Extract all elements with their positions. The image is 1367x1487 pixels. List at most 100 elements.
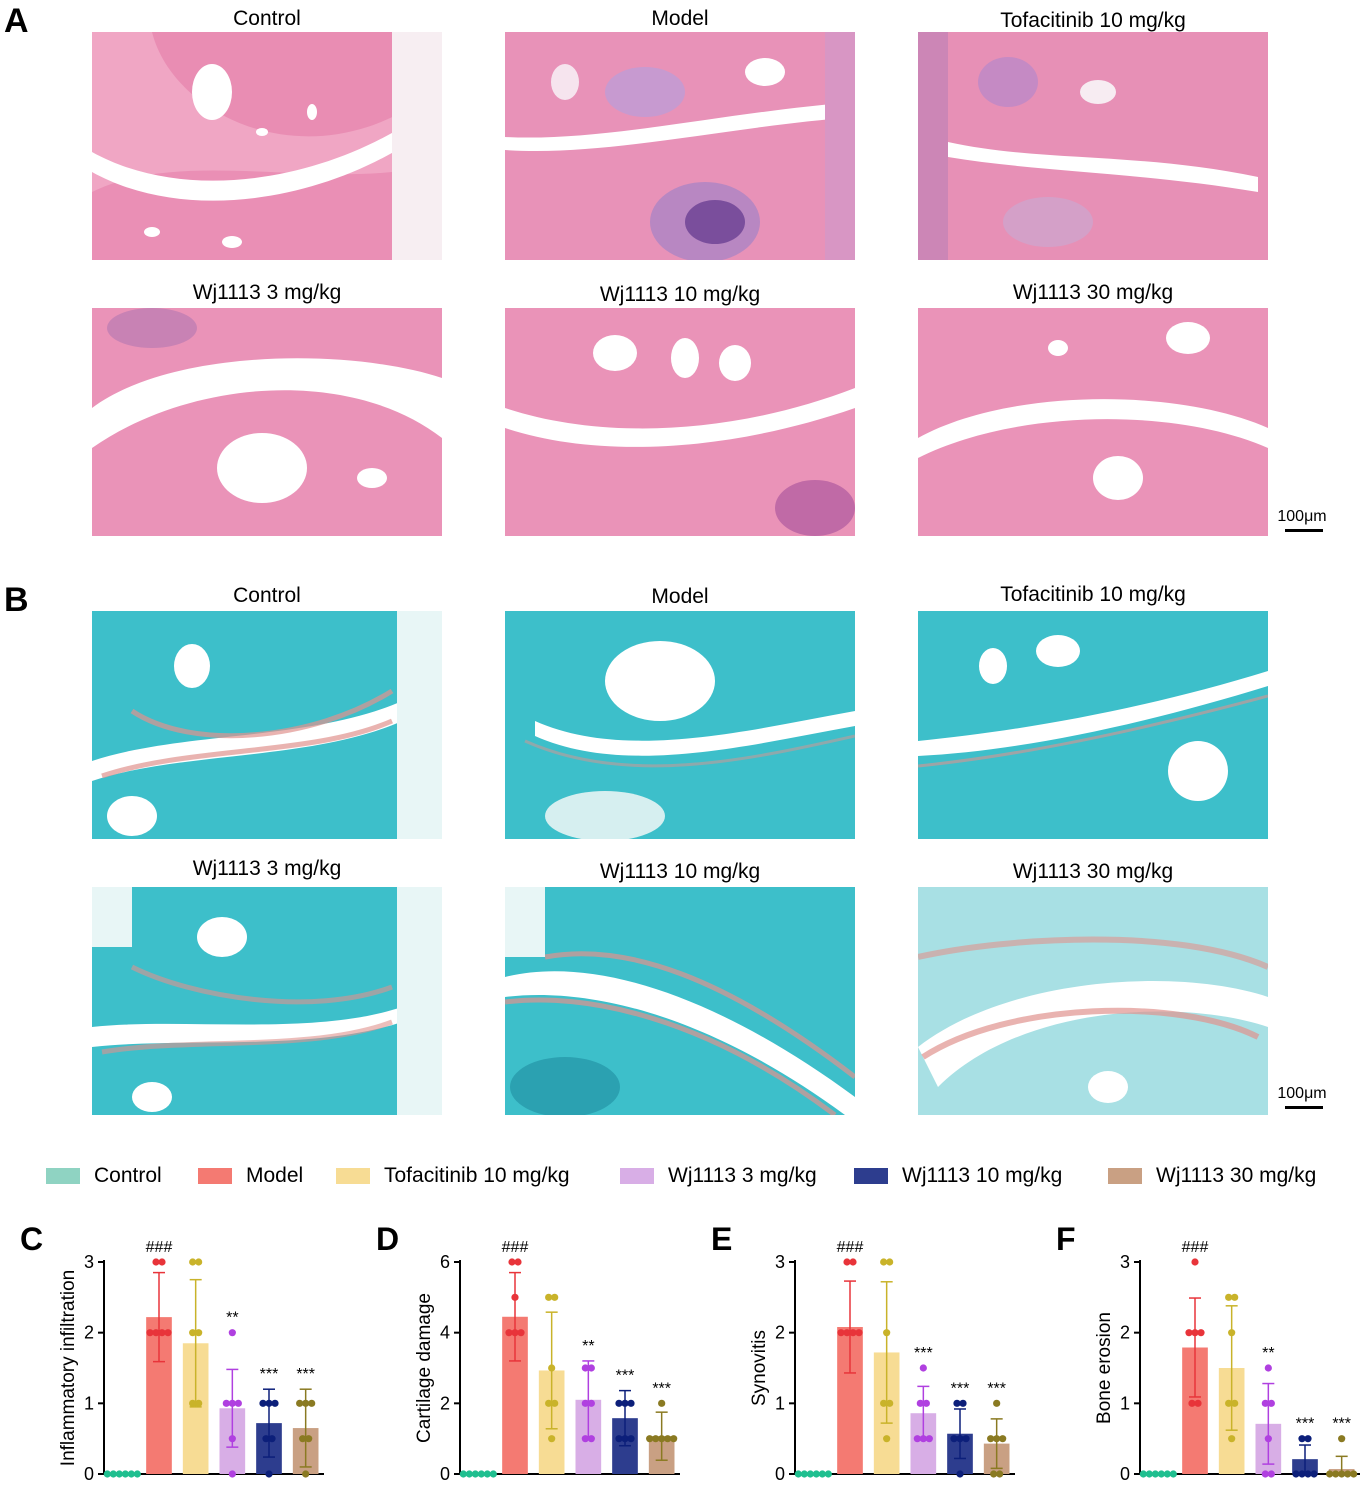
data-point <box>477 1470 485 1478</box>
data-point <box>916 1399 924 1407</box>
legend-item-model: Model <box>198 1164 303 1188</box>
data-point <box>1228 1435 1236 1443</box>
legend-item-wj10: Wj1113 10 mg/kg <box>854 1164 1062 1188</box>
data-point <box>517 1329 525 1337</box>
data-point <box>308 1399 316 1407</box>
data-point <box>913 1435 921 1443</box>
data-point <box>133 1470 141 1478</box>
data-point <box>1326 1470 1334 1478</box>
y-axis-label: Cartilage damage <box>414 1293 435 1443</box>
chart-panel-letter: E <box>711 1221 732 1257</box>
data-point <box>818 1470 826 1478</box>
data-point <box>1188 1399 1196 1407</box>
data-point <box>953 1399 961 1407</box>
data-point <box>109 1470 117 1478</box>
data-point <box>843 1329 851 1337</box>
data-point <box>1338 1435 1346 1443</box>
chart-panel-letter: F <box>1056 1221 1076 1257</box>
data-point <box>849 1329 857 1337</box>
he-image-control <box>92 32 442 260</box>
data-point <box>545 1293 553 1301</box>
legend-swatch <box>620 1168 654 1184</box>
a-title-wj3: Wj1113 3 mg/kg <box>192 281 342 304</box>
data-point <box>465 1470 473 1478</box>
data-point <box>268 1435 276 1443</box>
data-point <box>956 1435 964 1443</box>
data-point <box>1194 1399 1202 1407</box>
data-point <box>587 1364 595 1372</box>
data-point <box>1332 1470 1340 1478</box>
data-point <box>880 1258 888 1266</box>
data-point <box>1225 1399 1233 1407</box>
y-tick-label: 3 <box>775 1252 785 1272</box>
data-point <box>1261 1399 1269 1407</box>
data-point <box>627 1435 635 1443</box>
significance-label: *** <box>260 1366 279 1383</box>
y-tick-label: 6 <box>440 1252 450 1272</box>
data-point <box>152 1329 160 1337</box>
data-point <box>670 1435 678 1443</box>
data-point <box>505 1329 513 1337</box>
y-axis-label: Synovitis <box>749 1330 770 1406</box>
data-point <box>489 1470 497 1478</box>
he-image-tofacitinib <box>918 32 1268 260</box>
data-point <box>581 1435 589 1443</box>
data-point <box>812 1470 820 1478</box>
legend-item-control: Control <box>46 1164 162 1188</box>
data-point <box>158 1329 166 1337</box>
data-point <box>259 1399 267 1407</box>
data-point <box>1231 1293 1239 1301</box>
y-tick-label: 1 <box>84 1393 94 1413</box>
data-point <box>880 1399 888 1407</box>
data-point <box>115 1470 123 1478</box>
so-image-wj30 <box>918 887 1268 1115</box>
data-point <box>824 1470 832 1478</box>
b-title-wj30: Wj1113 30 mg/kg <box>1012 860 1174 883</box>
data-point <box>664 1435 672 1443</box>
data-point <box>999 1435 1007 1443</box>
data-point <box>806 1470 814 1478</box>
legend-label: Model <box>246 1164 304 1187</box>
data-point <box>800 1470 808 1478</box>
data-point <box>919 1435 927 1443</box>
legend-item-wj3: Wj1113 3 mg/kg <box>620 1164 817 1188</box>
significance-label: *** <box>951 1380 970 1397</box>
data-point <box>621 1435 629 1443</box>
data-point <box>127 1470 135 1478</box>
data-point <box>1267 1399 1275 1407</box>
data-point <box>1298 1470 1306 1478</box>
data-point <box>299 1435 307 1443</box>
y-axis-label: Inflammatory infiltration <box>58 1270 79 1466</box>
data-point <box>886 1258 894 1266</box>
data-point <box>1261 1470 1269 1478</box>
legend-swatch <box>854 1168 888 1184</box>
data-point <box>987 1435 995 1443</box>
he-image-wj30 <box>918 308 1268 536</box>
data-point <box>228 1470 236 1478</box>
legend-swatch <box>46 1168 80 1184</box>
scale-label-a: 100μm <box>1277 508 1327 525</box>
y-tick-label: 2 <box>1120 1323 1130 1343</box>
data-point <box>1310 1470 1318 1478</box>
data-point <box>511 1329 519 1337</box>
data-point <box>886 1399 894 1407</box>
data-point <box>1145 1470 1153 1478</box>
data-point <box>265 1470 273 1478</box>
data-point <box>1304 1435 1312 1443</box>
data-point <box>1228 1329 1236 1337</box>
y-axis-label: Bone erosion <box>1094 1312 1115 1424</box>
data-point <box>646 1435 654 1443</box>
data-point <box>195 1258 203 1266</box>
panel-label-b: B <box>4 581 29 619</box>
data-point <box>545 1399 553 1407</box>
data-point <box>581 1364 589 1372</box>
data-point <box>551 1293 559 1301</box>
y-tick-label: 3 <box>84 1252 94 1272</box>
data-point <box>228 1435 236 1443</box>
data-point <box>1298 1435 1306 1443</box>
data-point <box>548 1435 556 1443</box>
data-point <box>1191 1329 1199 1337</box>
scale-label-b: 100μm <box>1277 1085 1327 1102</box>
